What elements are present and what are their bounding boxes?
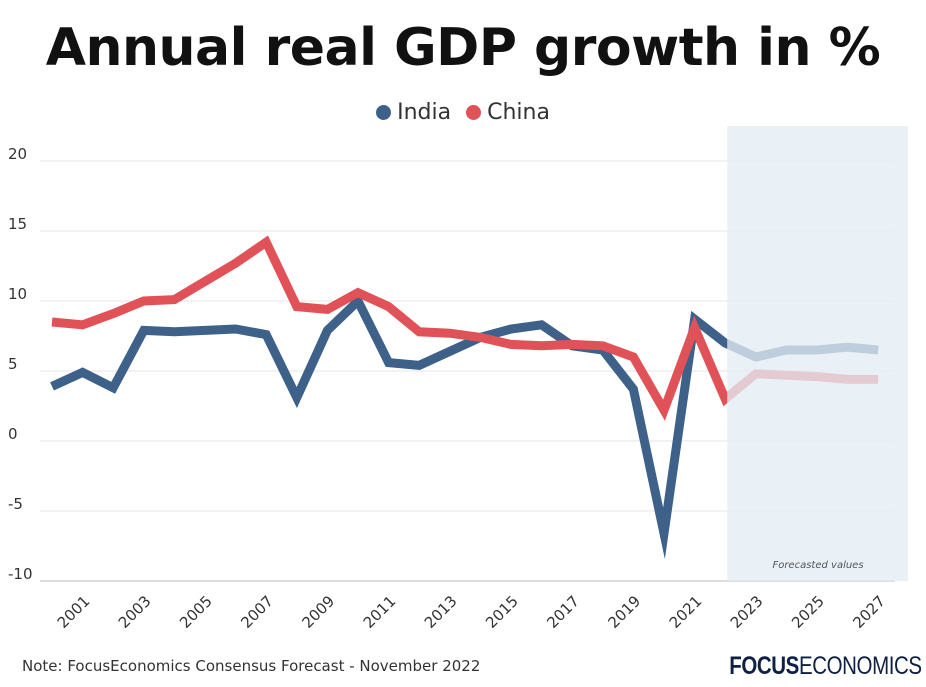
x-tick-label: 2019	[604, 592, 644, 632]
y-tick-label: 0	[8, 425, 18, 443]
x-tick-label: 2007	[237, 592, 277, 632]
forecast-region	[727, 126, 908, 581]
x-tick-label: 2013	[421, 592, 461, 632]
legend-item-india[interactable]: India	[376, 100, 451, 125]
legend-label: China	[487, 100, 550, 125]
legend-marker	[376, 105, 392, 120]
x-tick-label: 2005	[176, 592, 216, 632]
x-tick-label: 2009	[298, 592, 338, 632]
x-tick-label: 2001	[54, 592, 94, 632]
y-tick-label: 20	[8, 145, 27, 163]
y-tick-label: 10	[8, 285, 27, 303]
x-tick-label: 2017	[543, 592, 583, 632]
y-tick-label: -5	[8, 495, 23, 513]
focuseconomics-logo: FOCUSECONOMICS	[729, 652, 923, 680]
x-tick-label: 2027	[849, 592, 889, 632]
legend-marker	[466, 105, 482, 120]
x-tick-label: 2021	[666, 592, 706, 632]
chart-title: Annual real GDP growth in %	[45, 18, 881, 78]
legend-label: India	[397, 100, 452, 125]
x-tick-label: 2003	[115, 592, 155, 632]
legend-item-china[interactable]: China	[466, 100, 550, 125]
footer-note: Note: FocusEconomics Consensus Forecast …	[22, 657, 481, 675]
y-tick-label: 15	[8, 215, 27, 233]
x-tick-label: 2023	[727, 592, 767, 632]
x-tick-label: 2015	[482, 592, 522, 632]
x-tick-label: 2011	[360, 592, 400, 632]
y-tick-label: -10	[8, 565, 33, 583]
forecast-label: Forecasted values	[772, 560, 863, 571]
x-tick-label: 2025	[788, 592, 828, 632]
legend: India China	[0, 100, 926, 126]
y-tick-label: 5	[8, 355, 18, 373]
